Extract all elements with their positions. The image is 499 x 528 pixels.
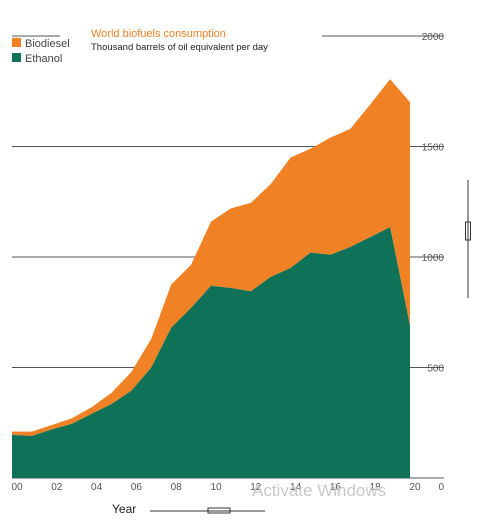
x-tick-label: 00 (11, 482, 23, 493)
legend-label-ethanol: Ethanol (25, 53, 62, 65)
x-tick-label: 20 (409, 482, 421, 493)
x-axis-ticks: 00 02 04 06 08 10 12 14 16 18 20 (11, 482, 421, 493)
y-tick-label: 500 (427, 364, 444, 375)
xlabel-decor-handle (207, 507, 231, 514)
y-axis-ticks: 0 500 1000 1500 2000 (422, 32, 445, 493)
y-tick-label: 2000 (422, 32, 445, 43)
x-tick-label: 02 (51, 482, 63, 493)
x-axis-label: Year (112, 502, 136, 516)
legend-swatch-ethanol (12, 53, 21, 62)
x-tick-label: 18 (370, 482, 382, 493)
legend-swatch-biodiesel (12, 38, 21, 47)
chart-title: World biofuels consumption (91, 28, 226, 40)
y-tick-label: 1000 (422, 253, 445, 264)
x-tick-label: 14 (290, 482, 302, 493)
watermark-text: Activate Windows (252, 481, 386, 500)
chart-subtitle: Thousand barrels of oil equivalent per d… (91, 42, 268, 53)
series-area-biodiesel (12, 79, 410, 437)
x-tick-label: 08 (171, 482, 183, 493)
x-tick-label: 10 (210, 482, 222, 493)
scroll-thumb (465, 221, 471, 241)
x-tick-label: 12 (250, 482, 262, 493)
y-tick-label: 1500 (422, 143, 445, 154)
area-series (12, 79, 410, 478)
y-tick-label: 0 (438, 482, 444, 493)
x-tick-label: 04 (91, 482, 103, 493)
series-area-ethanol (12, 227, 410, 478)
x-tick-label: 06 (131, 482, 143, 493)
x-tick-label: 16 (330, 482, 342, 493)
legend: Biodiesel Ethanol (12, 38, 70, 65)
legend-label-biodiesel: Biodiesel (25, 38, 70, 50)
